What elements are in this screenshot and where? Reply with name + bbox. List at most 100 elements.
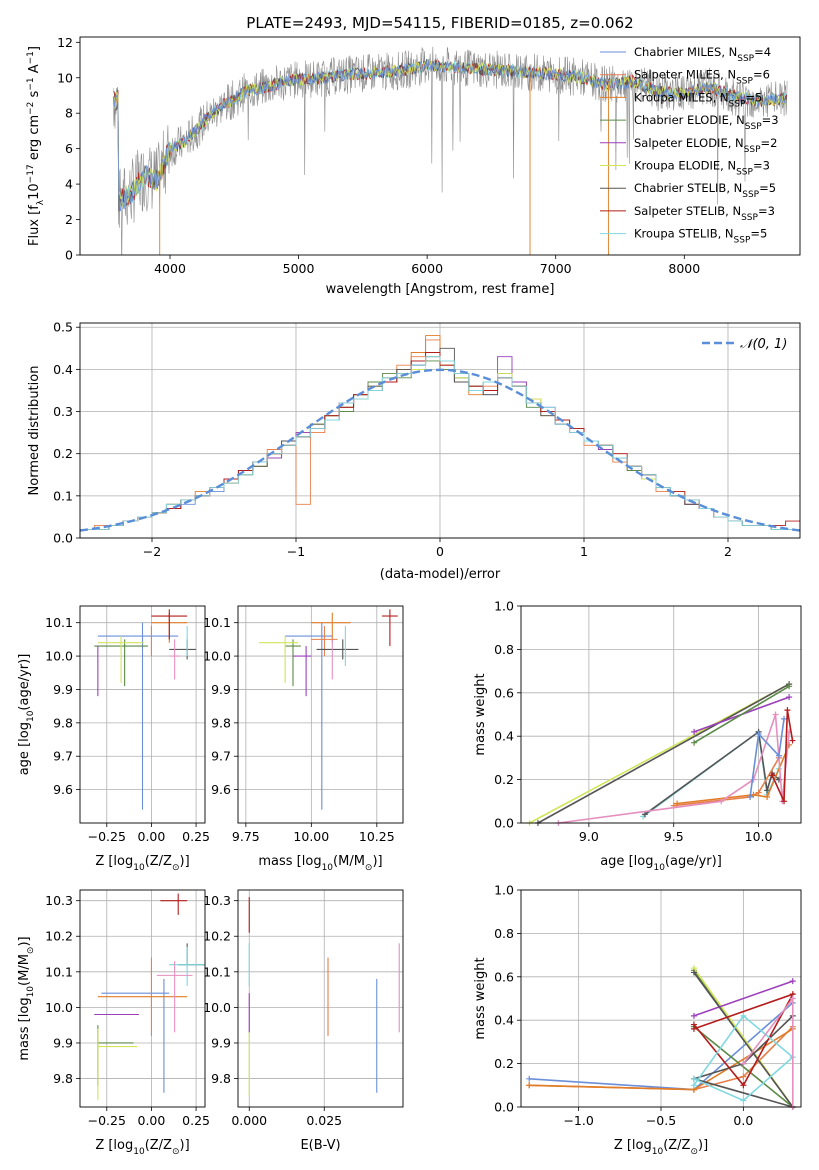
legend-entry-part: Salpeter ELODIE, N (634, 136, 744, 150)
legend-entry-part: SSP (737, 54, 754, 64)
y-tick-label: 10.3 (45, 893, 73, 908)
y-tick-label: 10.2 (203, 929, 231, 944)
x-axis-label: E(B-V) (300, 1138, 340, 1153)
weight-point (755, 789, 762, 796)
y-tick-label: 0.2 (494, 1056, 514, 1071)
weight-series (558, 714, 790, 824)
y-axis-label: age [log10(age/yr)] (17, 654, 36, 776)
y-axis-label: mass weight (473, 957, 488, 1039)
y-tick-label: 2 (65, 212, 73, 227)
x-tick-label: −0.5 (646, 1113, 676, 1128)
legend-entry-part: =3 (758, 204, 775, 218)
weight-series (693, 980, 794, 1017)
y-tick-label: 10.2 (45, 929, 73, 944)
x-axis-label-part: 10 (322, 863, 334, 873)
y-axis-label-part: s (27, 90, 42, 101)
legend-entry: 𝒩(0, 1) (740, 337, 787, 352)
legend-entry: Kroupa ELODIE, NSSP=3 (634, 159, 770, 178)
weight-point (690, 969, 697, 976)
y-tick-label: 10 (57, 70, 73, 85)
x-axis-label-part: 10 (133, 863, 145, 873)
y-axis-label-part: 10 (26, 986, 36, 998)
plot-frame (79, 889, 206, 1108)
weight-point (755, 731, 762, 738)
y-axis-label-part: −2 (26, 102, 36, 115)
y-tick-label: 9.7 (53, 749, 73, 764)
legend-entry-part: Chabrier MILES, N (634, 45, 737, 59)
weight-point (690, 1082, 697, 1089)
x-tick-label: 10.25 (359, 829, 395, 844)
legend-entry: Chabrier STELIB, NSSP=5 (634, 181, 776, 200)
x-axis-label-part: ⊙ (172, 863, 180, 873)
x-axis-label: (data-model)/error (380, 567, 501, 582)
legend-entry-part: SSP (742, 190, 759, 200)
weight-point (784, 707, 791, 714)
y-tick-label: 10.3 (203, 893, 231, 908)
y-tick-label: 9.9 (53, 682, 73, 697)
legend-entry-part: SSP (744, 145, 761, 155)
legend-entry-part: SSP (736, 168, 753, 178)
y-tick-label: 0.8 (494, 926, 514, 941)
y-tick-label: 9.8 (211, 715, 231, 730)
legend-entry-part: =4 (754, 45, 771, 59)
weight-point (690, 1012, 697, 1019)
legend-entry-part: Chabrier STELIB, N (634, 181, 742, 195)
y-tick-label: 0.1 (53, 488, 73, 503)
histograms (79, 335, 801, 538)
weight-point (690, 1025, 697, 1032)
y-tick-label: 8 (65, 106, 73, 121)
weight-point (690, 1075, 697, 1082)
y-tick-label: 9.9 (53, 1035, 73, 1050)
y-tick-label: 0.2 (494, 772, 514, 787)
weight-point (781, 715, 788, 722)
x-tick-label: 10.0 (745, 829, 773, 844)
y-tick-label: 9.8 (53, 715, 73, 730)
y-axis-label-part: mass [log (17, 997, 32, 1060)
y-tick-label: 0.6 (494, 685, 514, 700)
x-axis-label-part: (Z/Z (145, 854, 172, 869)
y-tick-label: 0.4 (494, 729, 514, 744)
x-axis-label-part: age [log (600, 854, 653, 869)
weight-point (740, 1073, 747, 1080)
weight-point (775, 752, 782, 759)
y-tick-label: 10.0 (45, 649, 73, 664)
x-axis-label: mass [log10(M/M⊙)] (258, 854, 382, 873)
histogram-series (79, 356, 800, 538)
x-tick-label: −0.25 (88, 1113, 126, 1128)
legend-entry: Kroupa MILES, NSSP=5 (634, 90, 762, 109)
errorbars-mass-vs-Z (94, 893, 205, 1100)
y-tick-label: 0.0 (53, 531, 73, 546)
x-tick-label: 10.00 (293, 829, 329, 844)
y-axis-label-part: −1 (26, 51, 36, 64)
x-tick-label: 1 (580, 544, 588, 559)
x-axis-label-part: 10 (653, 863, 665, 873)
weight-point (747, 793, 754, 800)
weight-point (772, 711, 779, 718)
y-axis-label: Flux [fλ10−17 erg cm−2 s−1 A−1] (26, 46, 46, 246)
x-axis-label-part: Z [log (95, 1138, 133, 1153)
x-axis-label-part: )] (180, 1138, 190, 1153)
y-tick-label: 0.0 (494, 816, 514, 831)
plot-frame (79, 605, 206, 824)
axes-mass-weight-vs-age: 9.0 9.5 10.0 0.0 0.2 0.4 0.6 0.8 1.0 (494, 599, 801, 844)
weight-point (781, 798, 788, 805)
errorbars-age-vs-Z (94, 609, 197, 810)
y-tick-label: 0.3 (53, 404, 73, 419)
weight-point (641, 811, 648, 818)
y-axis-label-part: (M/M (17, 954, 32, 986)
weight-point (691, 728, 698, 735)
x-axis-label: wavelength [Angstrom, rest frame] (326, 282, 555, 297)
y-tick-label: 9.8 (53, 1071, 73, 1086)
x-tick-label: −1 (287, 544, 305, 559)
legend-entry-part: =6 (753, 68, 770, 82)
x-axis-label-part: (Z/Z (145, 1138, 172, 1153)
y-tick-label: 0.8 (494, 642, 514, 657)
axes-residuals: −2 −1 0 1 2 0.0 0.1 0.2 0.3 0.4 0.5 (53, 320, 800, 559)
x-tick-label: −1.0 (563, 1113, 593, 1128)
x-tick-label: 8000 (668, 261, 700, 276)
weight-point (786, 683, 793, 690)
y-tick-label: 10.1 (45, 964, 73, 979)
x-axis-label-part: )] (372, 854, 382, 869)
y-tick-label: 10.1 (203, 964, 231, 979)
